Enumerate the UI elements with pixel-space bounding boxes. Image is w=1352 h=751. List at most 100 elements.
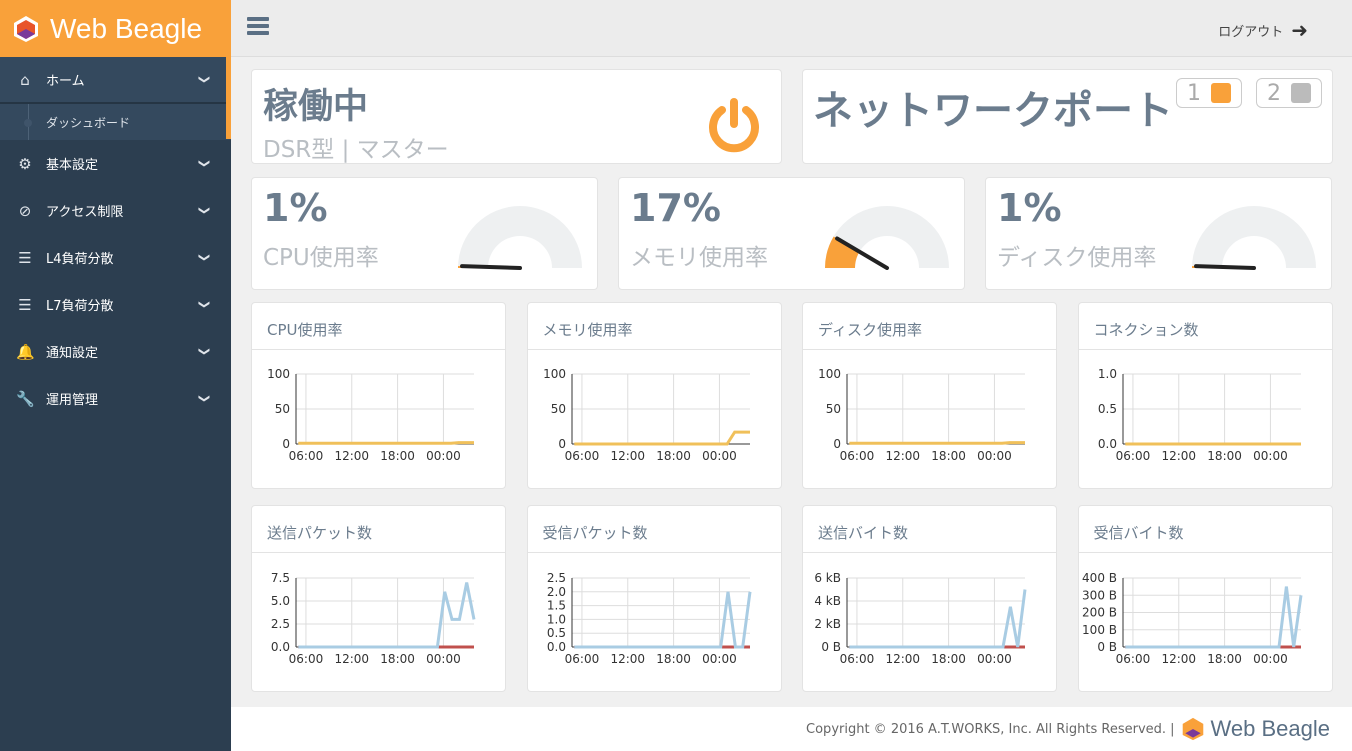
chevron-down-icon: ❯ [197,158,211,169]
chevron-down-icon: ❯ [197,299,211,310]
sign-out-icon: ➜ [1291,18,1308,42]
chevron-down-icon: ❯ [197,205,211,216]
x-tick-label: 00:00 [426,449,461,463]
line-chart: 100 50 006:00 12:00 18:00 00:00 [818,367,1025,463]
port-2[interactable]: 2 [1256,78,1322,108]
x-tick-label: 12:00 [1161,449,1196,463]
x-tick-label: 06:00 [289,449,324,463]
bell-icon: 🔔 [16,342,35,361]
x-tick-label: 12:00 [334,449,369,463]
x-tick-label: 18:00 [380,449,415,463]
y-tick-label: 5.0 [271,594,290,608]
y-tick-label: 100 B [1082,623,1117,637]
y-tick-label: 4 kB [814,594,841,608]
chevron-down-icon: ❯ [197,252,211,263]
sidebar-item-5[interactable]: 🔔 通知設定 ❯ [0,328,231,375]
sidebar-item-label: 通知設定 [46,346,99,361]
y-tick-label: 1.5 [546,599,565,613]
power-icon [709,98,759,153]
chart-panel: 送信バイト数 6 kB 4 kB 2 kB 0 B 06:00 12:00 18:00 00:0… [802,505,1057,692]
gauge-panel: 17% メモリ使用率 [618,177,965,290]
y-tick-label: 2.0 [546,585,565,599]
gauge-needle [1194,264,1256,270]
logout-label: ログアウト [1218,24,1284,40]
brand-name: Web Beagle [50,12,203,44]
series-line [1124,586,1302,649]
active-indicator [226,57,231,139]
y-tick-label: 50 [826,402,841,416]
network-panel: ネットワークポート 1 2 [802,69,1333,164]
y-tick-label: 50 [550,402,565,416]
logout-button[interactable]: ログアウト ➜ [1218,18,1308,42]
chart-title: 受信パケット数 [527,506,781,553]
sidebar: Web Beagle ⌂ ホーム ❯ ダッシュボード ⚙ 基本設定 ❯ ⊘ アクセス制限 ❯ ☰ L4… [0,0,231,751]
line-chart: 6 kB 4 kB 2 kB 0 B06:00 12:00 18:00 00:00 [814,571,1027,666]
x-tick-label: 06:00 [840,449,875,463]
y-tick-label: 0.5 [546,626,565,640]
gauge-label: ディスク使用率 [997,245,1157,271]
sidebar-item-1[interactable]: ⚙ 基本設定 ❯ [0,140,231,187]
y-tick-label: 1.0 [546,612,565,626]
x-tick-label: 12:00 [885,449,920,463]
gauge-needle [835,236,889,270]
port-1[interactable]: 1 [1176,78,1242,108]
y-tick-label: 0 [558,437,566,451]
chart-title: 送信パケット数 [252,506,505,553]
y-tick-label: 100 [818,367,841,381]
sidebar-subitem-dashboard[interactable]: ダッシュボード [0,104,231,140]
chart-panel: 送信パケット数 7.5 5.0 2.5 0.0 06:00 12:00 18:00 00:00 [251,505,506,692]
gauge-value: 1% [997,186,1062,230]
sidebar-item-6[interactable]: 🔧 運用管理 ❯ [0,375,231,422]
y-tick-label: 0 [282,437,290,451]
menu-toggle-icon[interactable] [247,17,269,35]
server-icon: ☰ [18,248,32,267]
y-tick-label: 1.0 [1097,367,1116,381]
sidebar-item-4[interactable]: ☰ L7負荷分散 ❯ [0,281,231,328]
ban-icon: ⊘ [18,201,32,220]
chart-title: 送信バイト数 [803,506,1056,553]
gauge-fill [825,236,860,268]
chart-title: コネクション数 [1078,303,1332,350]
sidebar-item-2[interactable]: ⊘ アクセス制限 ❯ [0,187,231,234]
x-tick-label: 06:00 [289,652,324,666]
chart-panel: ディスク使用率 100 50 0 06:00 12:00 18:00 00:00 [802,302,1057,489]
y-tick-label: 2.5 [546,571,565,585]
home-icon: ⌂ [20,70,30,89]
x-tick-label: 06:00 [1115,652,1150,666]
y-tick-label: 100 [267,367,290,381]
gauge-panel: 1% ディスク使用率 [985,177,1332,290]
chart-title: CPU使用率 [252,303,505,350]
server-icon: ☰ [18,295,32,314]
sidebar-item-0[interactable]: ⌂ ホーム ❯ [0,57,231,104]
topbar: ログアウト ➜ [231,0,1352,57]
wrench-icon: 🔧 [16,389,35,408]
y-tick-label: 200 B [1082,606,1117,620]
sidebar-item-3[interactable]: ☰ L4負荷分散 ❯ [0,234,231,281]
x-tick-label: 06:00 [1115,449,1150,463]
x-tick-label: 00:00 [702,652,737,666]
footer-brand: Web Beagle [1210,716,1330,741]
y-tick-label: 0.0 [546,640,565,654]
y-tick-label: 7.5 [271,571,290,585]
x-tick-label: 00:00 [1253,449,1288,463]
gauge-needle [460,264,522,270]
x-tick-label: 18:00 [931,449,966,463]
brand-logo[interactable]: Web Beagle [0,0,231,57]
chevron-down-icon: ❯ [197,393,211,404]
gauge-dial [458,206,582,270]
chart-panel: 受信バイト数 400 B 300 B 200 B 100 B 0 B 06:00 12:00 1… [1077,505,1333,692]
gauge-label: メモリ使用率 [630,245,768,271]
x-tick-label: 12:00 [1161,652,1196,666]
x-tick-label: 18:00 [656,652,691,666]
footer: Copyright © 2016 A.T.WORKS, Inc. All Rig… [231,707,1352,751]
series-line [573,430,750,446]
chart-panel: メモリ使用率 100 50 0 06:00 12:00 18:00 00:00 [526,302,782,489]
y-tick-label: 50 [275,402,290,416]
sidebar-item-label: アクセス制限 [46,205,124,220]
y-tick-label: 2.5 [271,617,290,631]
chart-panel: コネクション数 1.0 0.5 0.0 06:00 12:00 18:00 00:00 [1077,302,1333,489]
x-tick-label: 00:00 [1253,652,1288,666]
line-chart: 400 B 300 B 200 B 100 B 0 B06:00 12:00 18:00 00… [1082,571,1302,666]
x-tick-label: 12:00 [885,652,920,666]
chart-panel: CPU使用率 100 50 0 06:00 12:00 18:00 00:00 [251,302,506,489]
